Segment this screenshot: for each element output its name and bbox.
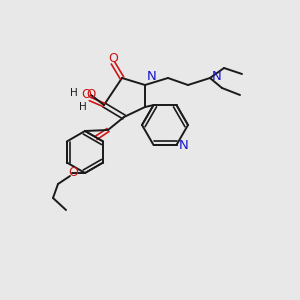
Text: O: O	[68, 167, 78, 179]
Text: N: N	[178, 140, 188, 152]
Text: H: H	[79, 102, 87, 112]
Text: N: N	[212, 70, 222, 83]
Text: N: N	[147, 70, 157, 83]
Text: O: O	[86, 88, 96, 101]
Text: H: H	[70, 88, 78, 98]
Text: O: O	[81, 88, 91, 101]
Text: O: O	[108, 52, 118, 65]
